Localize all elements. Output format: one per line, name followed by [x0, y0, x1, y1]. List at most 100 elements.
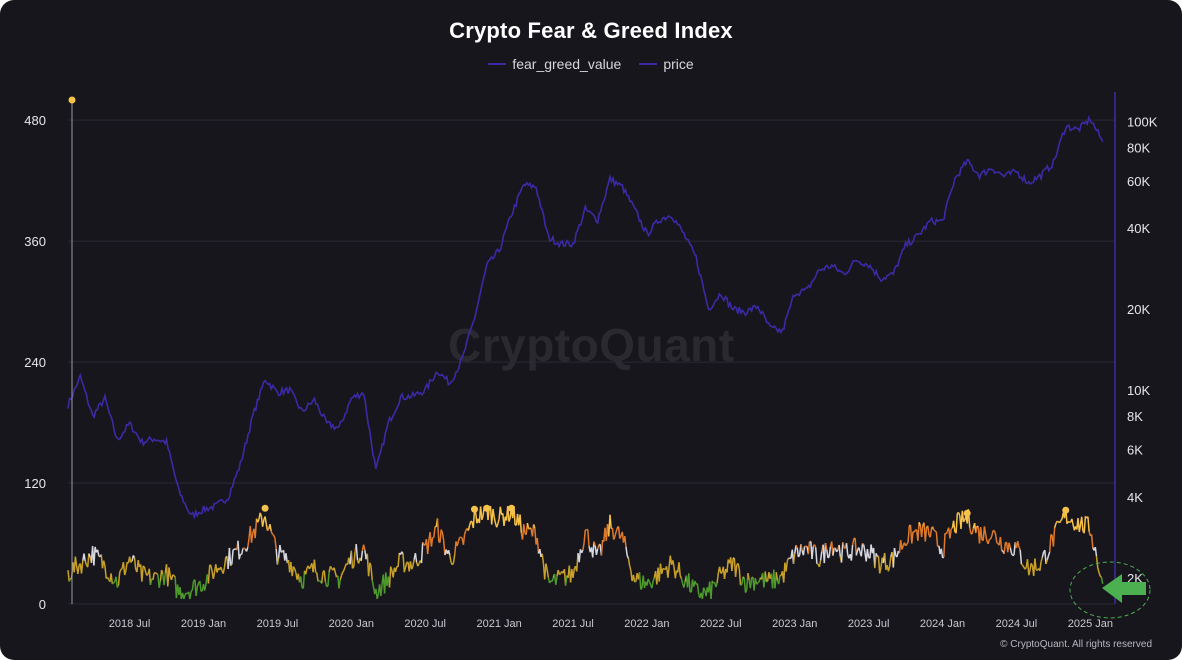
fear-greed-segment [1001, 549, 1004, 552]
legend-item-price[interactable]: price [639, 56, 694, 72]
fear-greed-segment [558, 572, 562, 576]
fear-greed-segment [741, 576, 744, 585]
fear-greed-segment [740, 583, 743, 586]
price-line [67, 115, 1104, 520]
fear-greed-segment [877, 556, 881, 574]
fear-greed-segment [247, 537, 250, 548]
fear-greed-segment [272, 533, 275, 536]
fear-greed-segment [648, 581, 652, 586]
fear-greed-segment [1060, 518, 1063, 522]
x-tick-label: 2023 Jul [848, 618, 890, 630]
fear-greed-segment [380, 583, 383, 597]
fear-greed-segment [901, 545, 904, 550]
fear-greed-segment [237, 540, 240, 560]
fear-greed-segment [583, 529, 587, 543]
fear-greed-segment [674, 570, 678, 579]
fear-greed-segment [888, 556, 892, 567]
fear-greed-segment [968, 527, 972, 534]
fear-greed-segment [572, 568, 576, 578]
fear-greed-segment [827, 556, 830, 559]
fear-greed-segment [259, 512, 263, 517]
fear-greed-segment [860, 543, 864, 557]
fear-greed-segment [983, 526, 987, 535]
fear-greed-segment [906, 541, 909, 545]
fear-greed-segment [611, 528, 615, 540]
fear-greed-segment [912, 530, 915, 533]
fear-greed-segment [389, 566, 393, 572]
fear-greed-segment [506, 506, 510, 522]
fear-greed-segment [495, 523, 499, 528]
y-left-tick-label: 360 [24, 234, 46, 249]
fear-greed-segment [376, 593, 380, 600]
chart-title: Crypto Fear & Greed Index [449, 18, 733, 43]
x-tick-label: 2023 Jan [772, 618, 817, 630]
fear-greed-segment [274, 538, 277, 549]
fear-greed-segment [679, 575, 683, 579]
fear-greed-segment [893, 547, 897, 556]
fear-greed-segment [796, 547, 800, 558]
x-tick-label: 2020 Jul [404, 618, 446, 630]
fear-greed-segment [615, 527, 619, 533]
fear-greed-segment [526, 522, 530, 530]
fear-greed-segment [1053, 523, 1057, 529]
fear-greed-segment [96, 549, 100, 557]
fear-greed-segment [497, 519, 500, 524]
fear-greed-segment [203, 584, 207, 591]
fear-greed-segment [858, 547, 861, 553]
fear-greed-segment [580, 549, 584, 554]
fear-greed-segment [920, 525, 924, 538]
fear-greed-segment [793, 545, 797, 554]
fear-greed-segment [370, 566, 373, 581]
fear-greed-segment [934, 530, 937, 533]
fear-greed-segment [195, 586, 199, 597]
fear-greed-segment [210, 565, 213, 572]
fear-greed-segment [640, 587, 643, 591]
fear-greed-segment [360, 550, 364, 561]
fear-greed-segment [233, 547, 236, 551]
fear-greed-segment [67, 570, 70, 582]
fear-greed-segment [875, 553, 878, 557]
fear-greed-segment [146, 573, 149, 576]
fear-greed-segment [667, 567, 670, 578]
x-tick-label: 2021 Jul [552, 618, 594, 630]
fear-greed-segment [172, 574, 175, 577]
fear-greed-segment [472, 509, 476, 529]
fear-greed-segment [1019, 549, 1023, 565]
fear-greed-segment [887, 566, 891, 572]
fear-greed-segment [460, 536, 463, 539]
fear-greed-segment [1047, 551, 1051, 556]
fear-greed-segment [257, 519, 260, 523]
fear-greed-segment [1016, 540, 1020, 548]
fear-greed-segment [190, 589, 193, 592]
fear-greed-segment [545, 563, 548, 571]
fear-greed-segment [261, 519, 265, 527]
fear-greed-segment [807, 541, 811, 555]
fear-greed-segment [766, 580, 768, 583]
highlight-arrow-icon [1102, 574, 1146, 603]
x-tick-label: 2024 Jan [920, 618, 965, 630]
fear-greed-segment [433, 526, 436, 538]
fear-greed-segment [555, 576, 558, 585]
legend-item-fear-greed[interactable]: fear_greed_value [488, 56, 621, 72]
fear-greed-segment [456, 540, 460, 547]
fear-greed-segment [994, 533, 998, 543]
extreme-greed-marker [470, 505, 478, 513]
fear-greed-segment [945, 530, 949, 535]
fear-greed-segment [266, 528, 270, 532]
fear-greed-segment [371, 580, 375, 587]
fear-greed-segment [223, 557, 227, 568]
fear-greed-segment [905, 543, 908, 547]
fear-greed-segment [343, 566, 346, 571]
fear-greed-segment [811, 546, 814, 560]
fear-greed-segment [155, 572, 158, 575]
fear-greed-segment [329, 565, 333, 569]
fear-greed-segment [115, 576, 119, 588]
legend-swatch-price [639, 63, 658, 65]
fear-greed-segment [738, 568, 742, 586]
fear-greed-segment [613, 536, 616, 540]
fear-greed-segment [660, 568, 664, 575]
fear-greed-segment [113, 581, 116, 584]
fear-greed-segment [1099, 575, 1102, 578]
